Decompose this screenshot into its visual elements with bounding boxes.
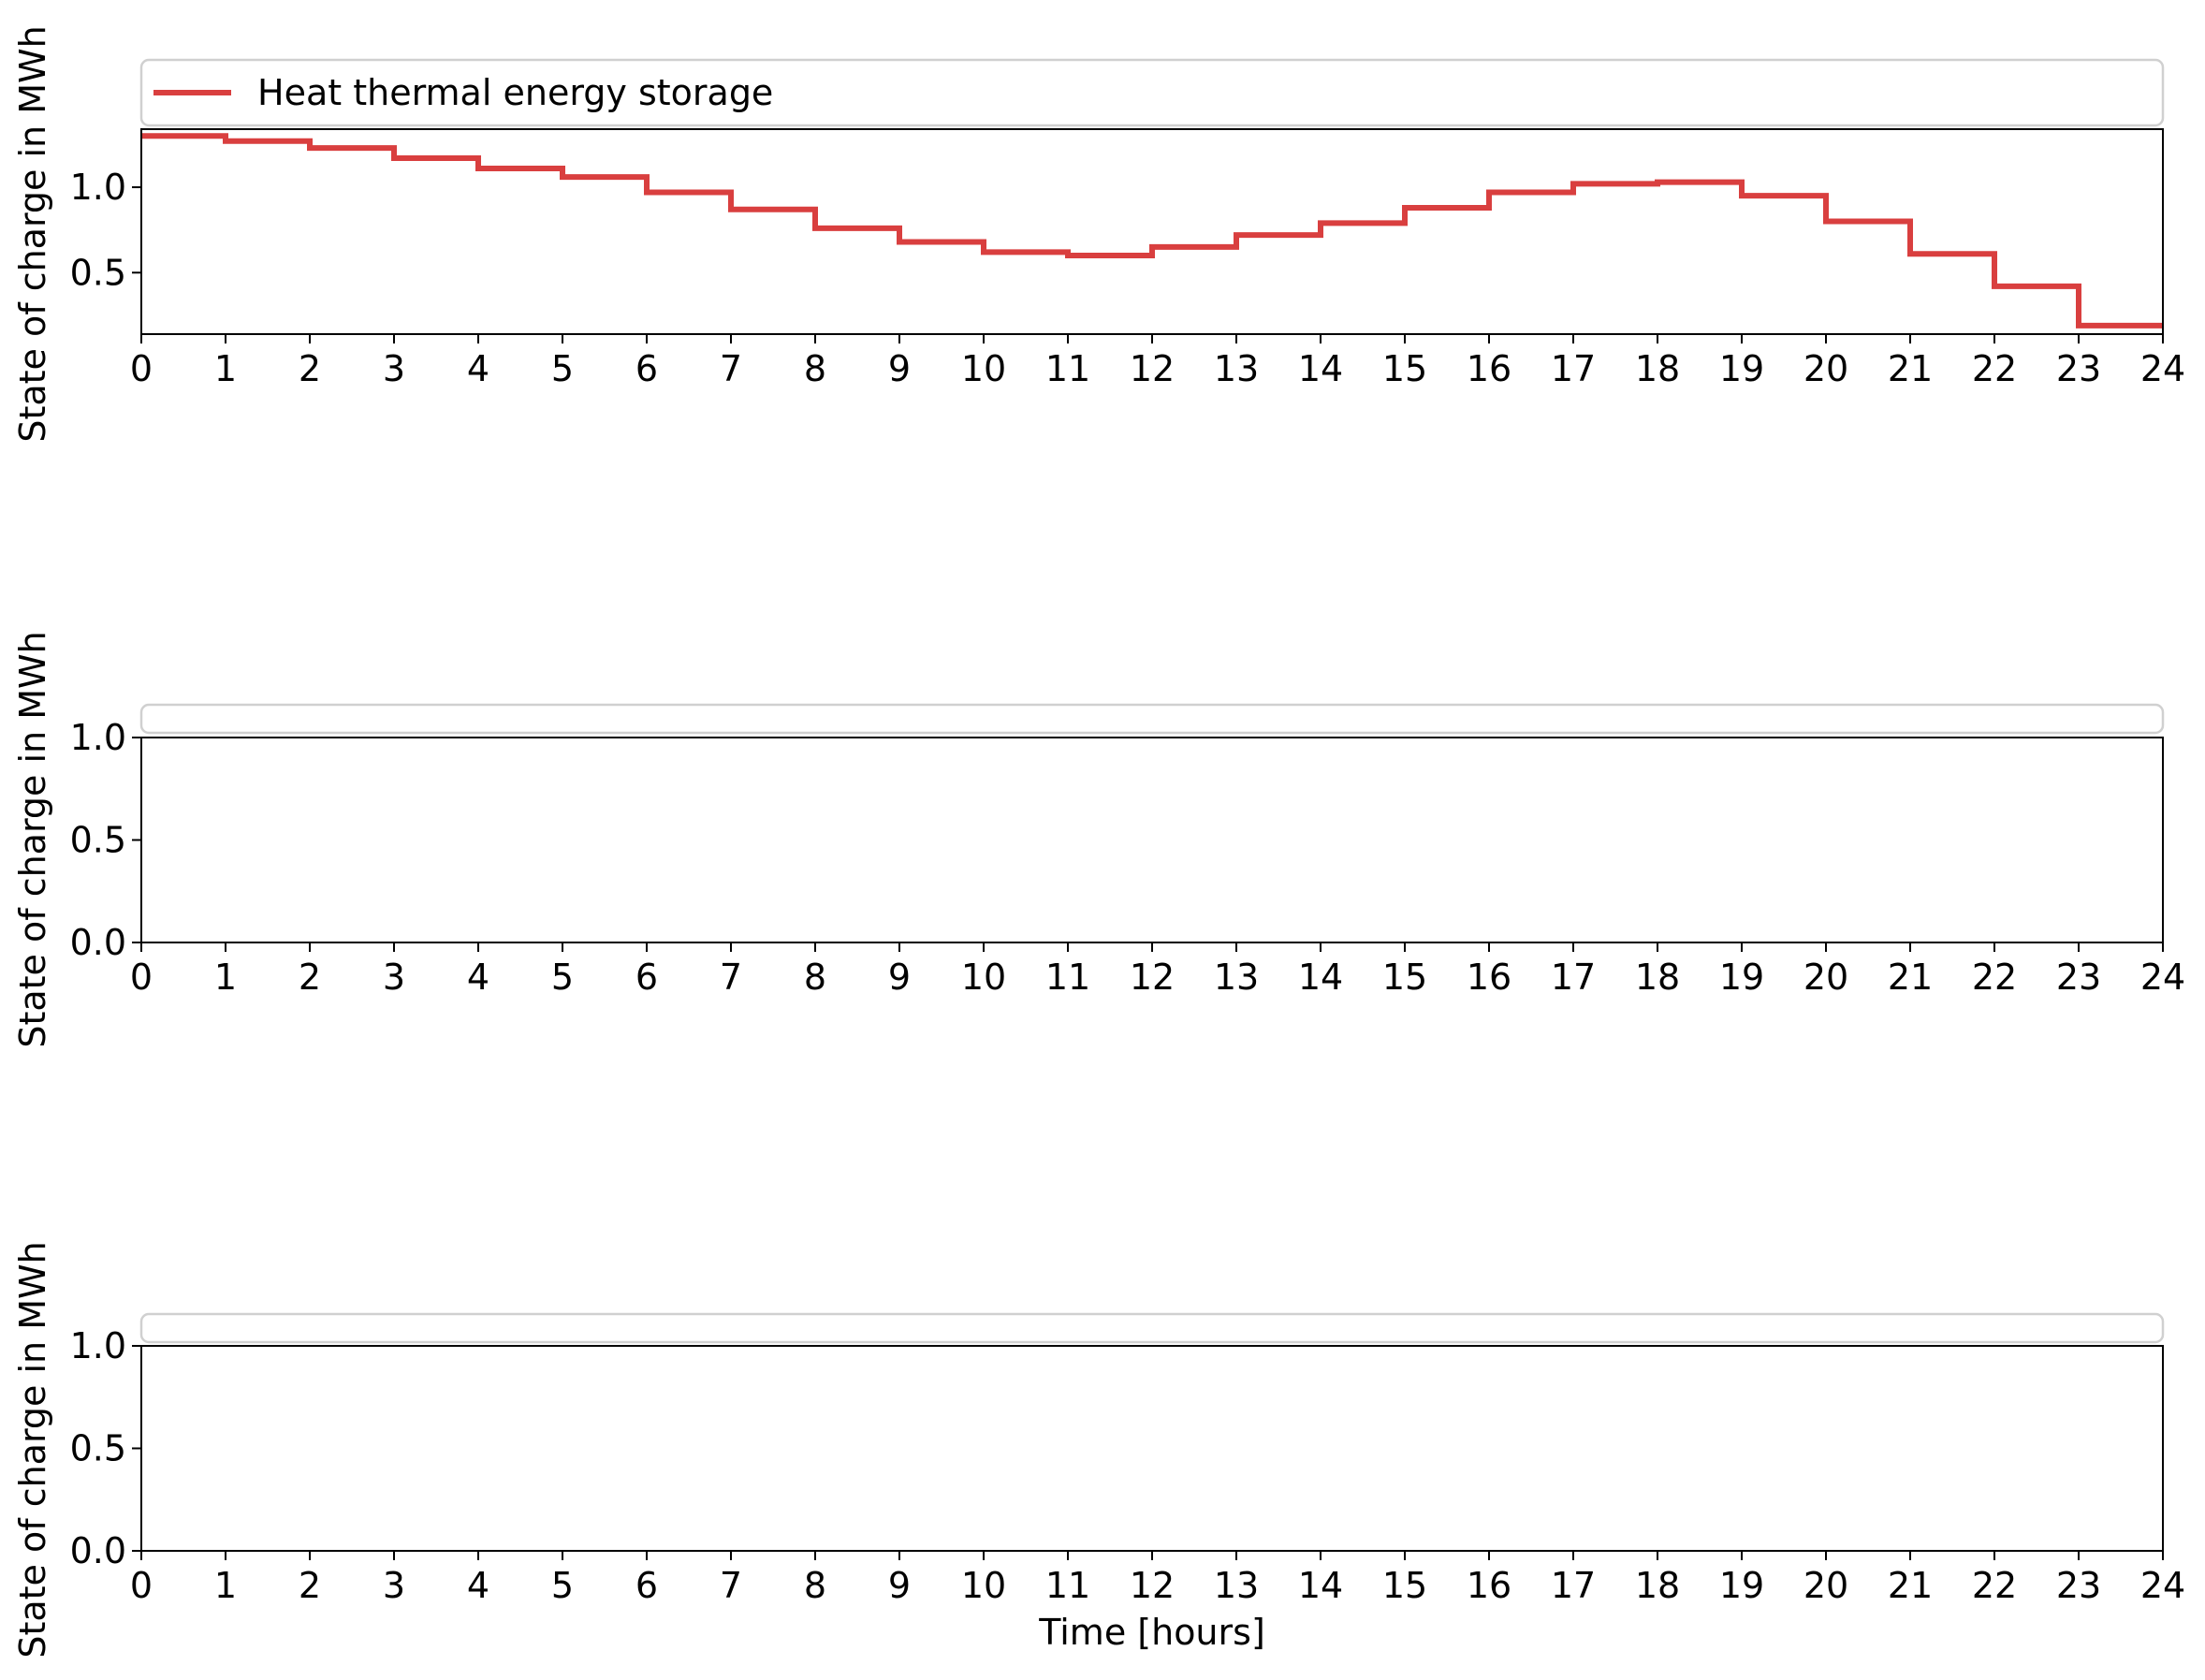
x-tick-label: 7 xyxy=(720,1565,742,1606)
legend-label: Heat thermal energy storage xyxy=(257,72,773,113)
x-tick-label: 15 xyxy=(1382,1565,1427,1606)
x-tick-label: 9 xyxy=(888,1565,911,1606)
x-tick-label: 8 xyxy=(804,1565,826,1606)
x-tick-label: 9 xyxy=(888,348,911,389)
y-axis-label: State of charge in MWh xyxy=(12,1241,53,1658)
x-tick-label: 20 xyxy=(1803,1565,1848,1606)
x-tick-label: 23 xyxy=(2056,348,2101,389)
x-tick-label: 19 xyxy=(1719,348,1764,389)
x-tick-label: 21 xyxy=(1888,1565,1933,1606)
series-line-1 xyxy=(141,133,2163,329)
legend-box xyxy=(139,703,2165,735)
x-tick-label: 12 xyxy=(1130,957,1175,998)
y-tick-label: 1.0 xyxy=(70,717,126,758)
x-tick-label: 22 xyxy=(1972,348,2017,389)
x-tick-label: 13 xyxy=(1214,957,1259,998)
x-tick-label: 24 xyxy=(2140,1565,2185,1606)
x-tick-label: 3 xyxy=(383,348,405,389)
legend-box xyxy=(139,58,2165,127)
x-tick-label: 9 xyxy=(888,957,911,998)
x-tick-label: 15 xyxy=(1382,348,1427,389)
x-tick-label: 4 xyxy=(467,1565,489,1606)
x-tick-label: 4 xyxy=(467,348,489,389)
y-axis-label: State of charge in MWh xyxy=(12,631,53,1047)
x-tick-label: 19 xyxy=(1719,1565,1764,1606)
x-tick-label: 0 xyxy=(130,957,153,998)
x-tick-label: 15 xyxy=(1382,957,1427,998)
x-tick-label: 23 xyxy=(2056,957,2101,998)
x-tick-label: 18 xyxy=(1635,957,1680,998)
y-axis-label: State of charge in MWh xyxy=(12,25,53,442)
x-tick-label: 8 xyxy=(804,348,826,389)
chart-panel-3: 0 1 2 3 4 5 6 7 8 9 10 11 12 13 14 15 16 17 18 19 20 21 22 23 24… xyxy=(12,1241,2185,1658)
x-tick-label: 5 xyxy=(551,957,574,998)
x-tick-label: 2 xyxy=(299,348,321,389)
x-tick-label: 14 xyxy=(1298,957,1343,998)
y-tick-label: 0.0 xyxy=(70,922,126,963)
x-tick-label: 22 xyxy=(1972,1565,2017,1606)
x-tick-label: 2 xyxy=(299,957,321,998)
x-tick-label: 21 xyxy=(1888,957,1933,998)
x-tick-label: 6 xyxy=(635,348,658,389)
x-tick-label: 3 xyxy=(383,957,405,998)
x-tick-label: 20 xyxy=(1803,957,1848,998)
x-tick-label: 10 xyxy=(961,1565,1006,1606)
x-tick-label: 3 xyxy=(383,1565,405,1606)
x-tick-label: 11 xyxy=(1045,348,1090,389)
x-tick-label: 24 xyxy=(2140,348,2185,389)
x-tick-label: 19 xyxy=(1719,957,1764,998)
x-tick-label: 5 xyxy=(551,1565,574,1606)
x-tick-label: 16 xyxy=(1467,957,1511,998)
x-tick-label: 12 xyxy=(1130,348,1175,389)
x-tick-label: 14 xyxy=(1298,348,1343,389)
x-tick-label: 16 xyxy=(1467,1565,1511,1606)
x-tick-label: 16 xyxy=(1467,348,1511,389)
x-tick-label: 10 xyxy=(961,957,1006,998)
x-tick-label: 7 xyxy=(720,957,742,998)
x-tick-label: 20 xyxy=(1803,348,1848,389)
x-tick-label: 17 xyxy=(1551,957,1596,998)
x-tick-label: 8 xyxy=(804,957,826,998)
x-tick-label: 0 xyxy=(130,348,153,389)
x-tick-label: 18 xyxy=(1635,348,1680,389)
x-axis-label: Time [hours] xyxy=(1038,1612,1265,1653)
y-tick-label: 1.0 xyxy=(70,167,126,208)
legend-box xyxy=(139,1312,2165,1344)
x-tick-label: 6 xyxy=(635,957,658,998)
x-tick-label: 11 xyxy=(1045,957,1090,998)
x-tick-label: 12 xyxy=(1130,1565,1175,1606)
y-tick-label: 0.5 xyxy=(70,820,126,861)
x-tick-label: 23 xyxy=(2056,1565,2101,1606)
x-tick-label: 4 xyxy=(467,957,489,998)
x-tick-label: 13 xyxy=(1214,1565,1259,1606)
x-tick-label: 24 xyxy=(2140,957,2185,998)
x-tick-label: 7 xyxy=(720,348,742,389)
x-tick-label: 5 xyxy=(551,348,574,389)
y-tick-label: 1.0 xyxy=(70,1325,126,1366)
x-tick-label: 21 xyxy=(1888,348,1933,389)
x-tick-label: 10 xyxy=(961,348,1006,389)
x-tick-label: 22 xyxy=(1972,957,2017,998)
x-tick-label: 0 xyxy=(130,1565,153,1606)
x-tick-label: 1 xyxy=(214,1565,237,1606)
x-tick-label: 1 xyxy=(214,348,237,389)
x-tick-label: 1 xyxy=(214,957,237,998)
x-tick-label: 11 xyxy=(1045,1565,1090,1606)
chart-panel-2: 0 1 2 3 4 5 6 7 8 9 10 11 12 13 14 15 16 17 18 19 20 21 22 23 24… xyxy=(12,631,2185,1047)
y-tick-label: 0.0 xyxy=(70,1530,126,1571)
x-tick-label: 18 xyxy=(1635,1565,1680,1606)
x-tick-label: 14 xyxy=(1298,1565,1343,1606)
x-tick-label: 2 xyxy=(299,1565,321,1606)
y-tick-label: 0.5 xyxy=(70,252,126,293)
x-tick-label: 17 xyxy=(1551,1565,1596,1606)
x-tick-label: 6 xyxy=(635,1565,658,1606)
x-tick-label: 17 xyxy=(1551,348,1596,389)
y-tick-label: 0.5 xyxy=(70,1428,126,1469)
x-tick-label: 13 xyxy=(1214,348,1259,389)
